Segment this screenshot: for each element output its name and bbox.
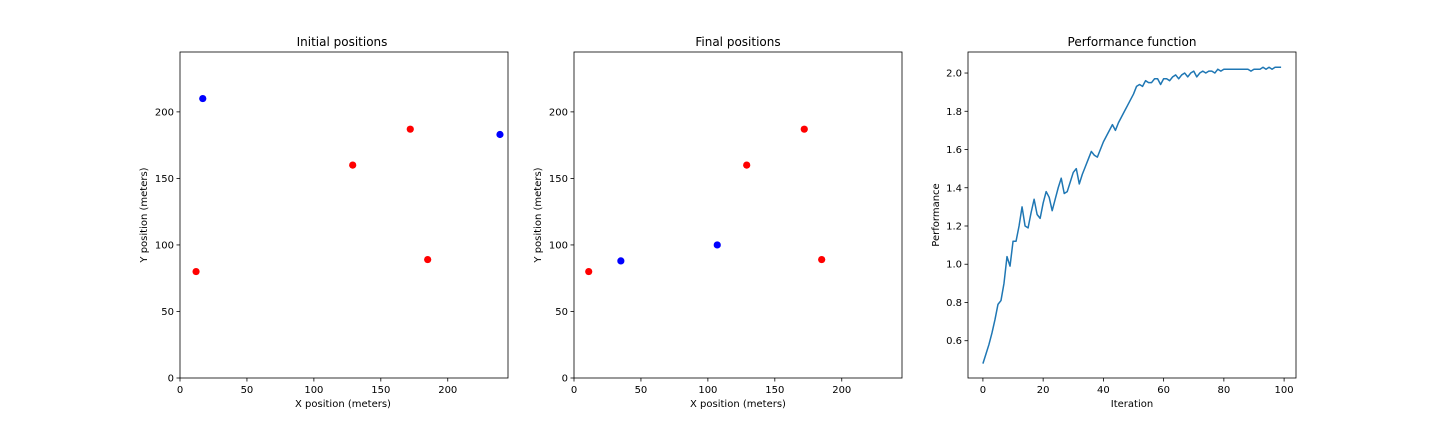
x-axis-ticks: 0 20 40 60 80 100 [980, 378, 1294, 396]
x-tick-label: 50 [241, 385, 254, 396]
x-tick-label: 100 [1275, 385, 1294, 396]
x-tick-label: 0 [980, 385, 986, 396]
plot-frame [179, 51, 509, 379]
x-tick-label: 100 [698, 385, 717, 396]
x-axis-ticks: 0 50 100 150 200 [571, 378, 851, 396]
plot-frame [573, 51, 903, 379]
scatter-point [192, 267, 200, 276]
y-tick-label: 0.8 [946, 298, 962, 309]
scatter-points [192, 94, 504, 276]
final-positions-chart: Final positions X position (meters) Y po… [533, 35, 903, 410]
x-axis-label: X position (meters) [690, 399, 786, 410]
scatter-point [800, 125, 808, 133]
y-tick-label: 1.8 [946, 107, 962, 118]
y-axis-ticks: 0 50 100 150 200 [155, 107, 180, 385]
x-tick-label: 60 [1157, 385, 1170, 396]
scatter-point [424, 255, 432, 264]
x-tick-label: 50 [635, 385, 648, 396]
x-axis-label: X position (meters) [295, 399, 391, 410]
scatter-points [585, 125, 826, 276]
x-axis-label: Iteration [1111, 399, 1153, 410]
scatter-point [349, 161, 357, 169]
y-tick-label: 150 [549, 174, 568, 185]
y-tick-label: 100 [549, 240, 568, 251]
y-tick-label: 0.6 [946, 336, 962, 347]
y-tick-label: 50 [161, 307, 174, 318]
chart-title: Performance function [1068, 35, 1197, 49]
scatter-point [818, 255, 826, 264]
scatter-point [199, 94, 207, 103]
chart-title: Initial positions [297, 35, 388, 49]
x-tick-label: 40 [1097, 385, 1110, 396]
y-tick-label: 1.2 [946, 221, 962, 232]
y-tick-label: 1.4 [946, 183, 962, 194]
initial-positions-chart: Initial positions X position (meters) Y … [139, 35, 509, 410]
x-tick-label: 200 [438, 385, 457, 396]
y-axis-ticks: 0 50 100 150 200 [549, 107, 574, 385]
scatter-point [406, 125, 414, 133]
y-axis-label: Performance [931, 183, 942, 246]
performance-line [982, 66, 1282, 364]
scatter-point [496, 130, 504, 139]
y-tick-label: 200 [155, 107, 174, 118]
scatter-point [585, 267, 593, 276]
y-axis-label: Y position (meters) [533, 167, 544, 263]
chart-title: Final positions [695, 35, 780, 49]
y-tick-label: 0 [168, 374, 174, 385]
y-tick-label: 1.6 [946, 145, 962, 156]
y-tick-label: 2.0 [946, 69, 962, 80]
plot-frame [967, 51, 1297, 379]
x-tick-label: 20 [1037, 385, 1050, 396]
x-axis-ticks: 0 50 100 150 200 [177, 378, 457, 396]
performance-function-chart: Performance function Iteration Performan… [931, 35, 1297, 410]
x-tick-label: 0 [571, 385, 577, 396]
y-tick-label: 150 [155, 174, 174, 185]
y-tick-label: 0 [562, 374, 568, 385]
x-tick-label: 150 [765, 385, 784, 396]
performance-line-series [982, 66, 1282, 364]
y-tick-label: 100 [155, 240, 174, 251]
scatter-point [713, 241, 721, 249]
x-tick-label: 80 [1217, 385, 1230, 396]
x-tick-label: 100 [304, 385, 323, 396]
y-tick-label: 1.0 [946, 260, 962, 271]
y-tick-label: 200 [549, 107, 568, 118]
y-axis-ticks: 0.6 0.8 1.0 1.2 1.4 1.6 1.8 2.0 [946, 69, 968, 347]
x-tick-label: 0 [177, 385, 183, 396]
scatter-point [743, 161, 751, 169]
y-tick-label: 50 [555, 307, 568, 318]
x-tick-label: 200 [832, 385, 851, 396]
x-tick-label: 150 [371, 385, 390, 396]
scatter-point [617, 257, 625, 265]
y-axis-label: Y position (meters) [139, 167, 150, 263]
